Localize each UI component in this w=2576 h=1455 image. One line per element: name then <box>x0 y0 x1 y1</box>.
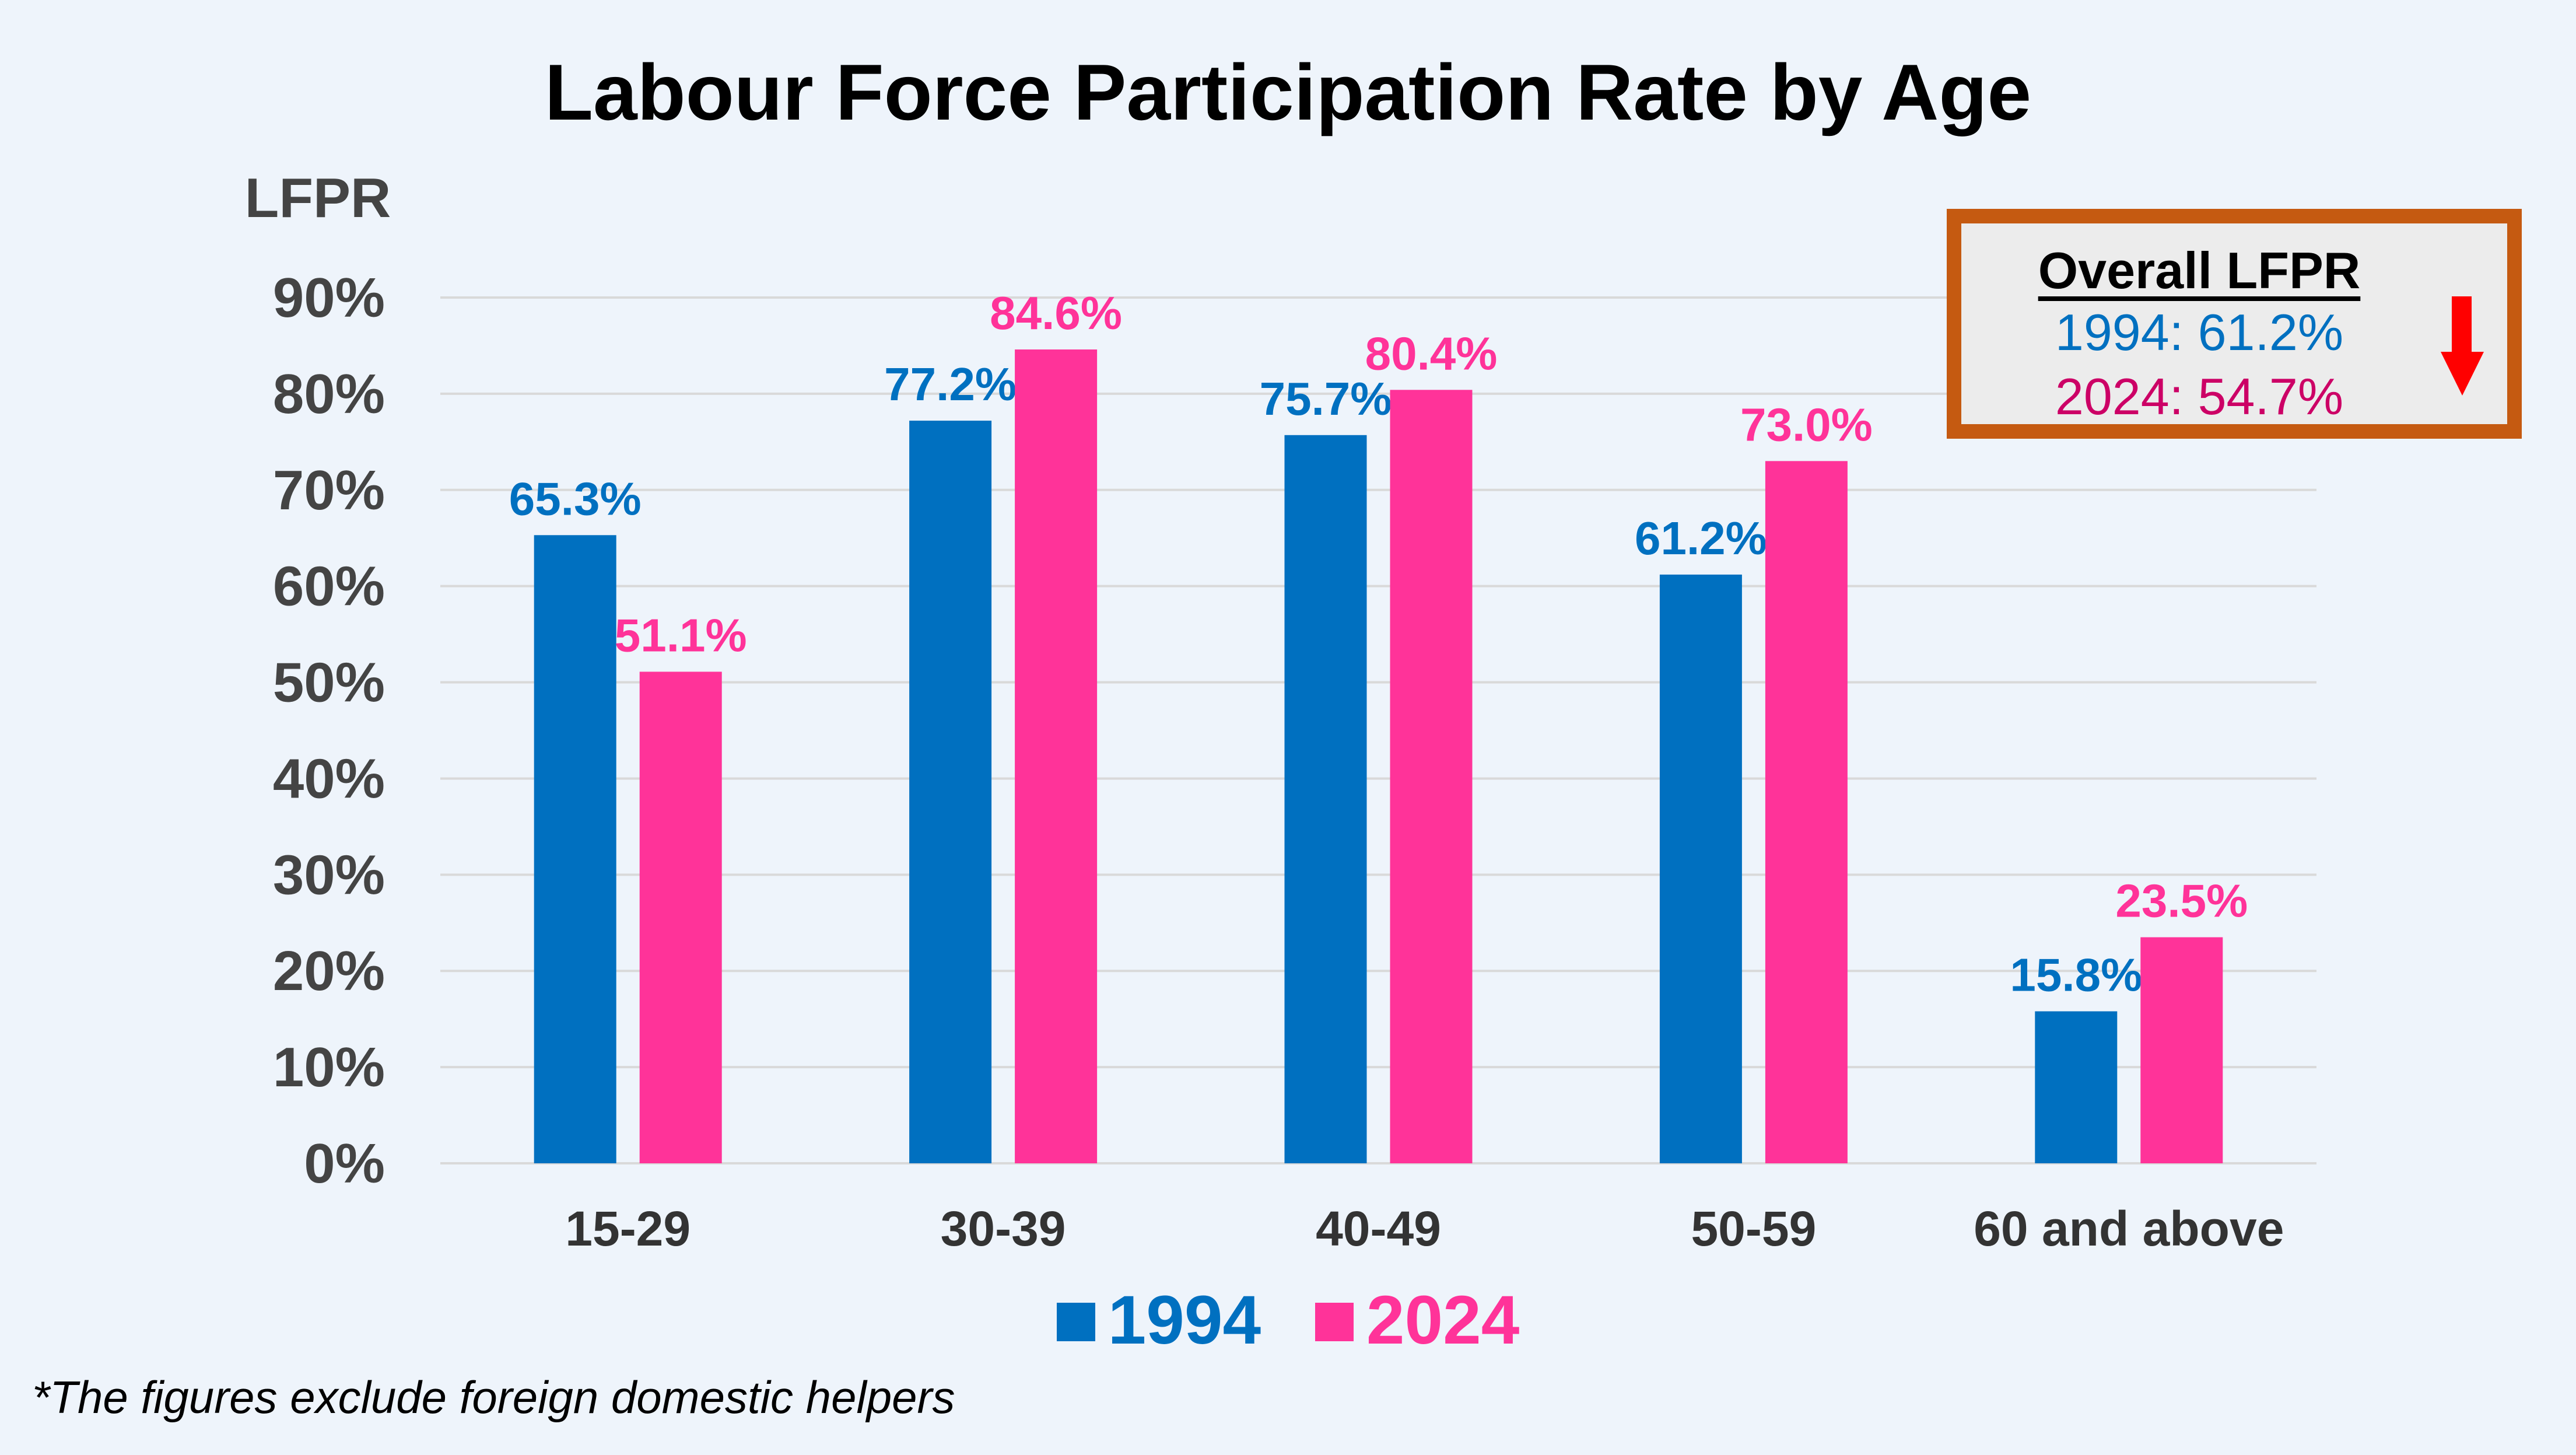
y-tick-label: 80% <box>273 363 385 425</box>
bar-2024-60 and above <box>2140 937 2223 1163</box>
legend-item-2024: 2024 <box>1315 1281 1520 1360</box>
x-tick-label: 30-39 <box>941 1201 1066 1256</box>
y-tick-label: 70% <box>273 459 385 522</box>
bar-2024-50-59 <box>1765 461 1848 1164</box>
legend-swatch-1994 <box>1056 1302 1095 1341</box>
bar-1994-15-29 <box>534 535 616 1163</box>
data-label-1994-15-29: 65.3% <box>509 473 642 524</box>
overall-lfpr-heading: Overall LFPR <box>2038 242 2361 299</box>
data-label-2024-50-59: 73.0% <box>1740 398 1873 450</box>
y-tick-label: 10% <box>273 1036 385 1099</box>
legend-label-1994: 1994 <box>1107 1282 1261 1359</box>
y-tick-label: 40% <box>273 747 385 810</box>
bar-2024-30-39 <box>1015 349 1098 1163</box>
data-label-2024-60 and above: 23.5% <box>2115 875 2248 927</box>
y-tick-label: 50% <box>273 652 385 714</box>
bar-1994-60 and above <box>2035 1011 2118 1163</box>
overall-lfpr-box: Overall LFPR 1994: 61.2% 2024: 54.7% <box>1947 209 2522 439</box>
data-label-1994-50-59: 61.2% <box>1635 512 1767 564</box>
y-tick-label: 30% <box>273 844 385 906</box>
x-tick-label: 40-49 <box>1316 1201 1441 1256</box>
overall-1994: 1994: 61.2% <box>2055 303 2344 361</box>
data-label-1994-30-39: 77.2% <box>884 358 1017 410</box>
y-axis-label: LFPR <box>245 167 391 229</box>
chart-title: Labour Force Participation Rate by Age <box>544 48 2032 137</box>
legend-swatch-2024 <box>1315 1302 1354 1341</box>
bar-2024-15-29 <box>639 671 722 1163</box>
x-tick-label: 50-59 <box>1691 1201 1816 1256</box>
bar-2024-40-49 <box>1390 390 1473 1163</box>
data-label-1994-60 and above: 15.8% <box>2010 949 2142 1001</box>
data-label-2024-40-49: 80.4% <box>1365 327 1498 379</box>
x-tick-label: 60 and above <box>1974 1201 2284 1256</box>
y-tick-label: 90% <box>273 267 385 329</box>
data-label-2024-15-29: 51.1% <box>615 609 747 661</box>
legend-item-1994: 1994 <box>1056 1281 1261 1360</box>
legend: 1994 2024 <box>0 1281 2576 1360</box>
legend-label-2024: 2024 <box>1366 1282 1520 1359</box>
y-tick-label: 20% <box>273 940 385 1002</box>
bar-1994-40-49 <box>1284 435 1367 1163</box>
y-tick-label: 0% <box>304 1132 385 1195</box>
footnote: *The figures exclude foreign domestic he… <box>32 1372 955 1423</box>
overall-2024: 2024: 54.7% <box>2055 368 2344 425</box>
data-label-1994-40-49: 75.7% <box>1260 373 1392 425</box>
x-tick-label: 15-29 <box>565 1201 691 1256</box>
down-arrow-icon <box>2441 296 2484 396</box>
data-label-2024-30-39: 84.6% <box>990 287 1122 339</box>
bar-1994-30-39 <box>909 421 992 1163</box>
bar-1994-50-59 <box>1659 574 1742 1163</box>
y-tick-label: 60% <box>273 555 385 618</box>
